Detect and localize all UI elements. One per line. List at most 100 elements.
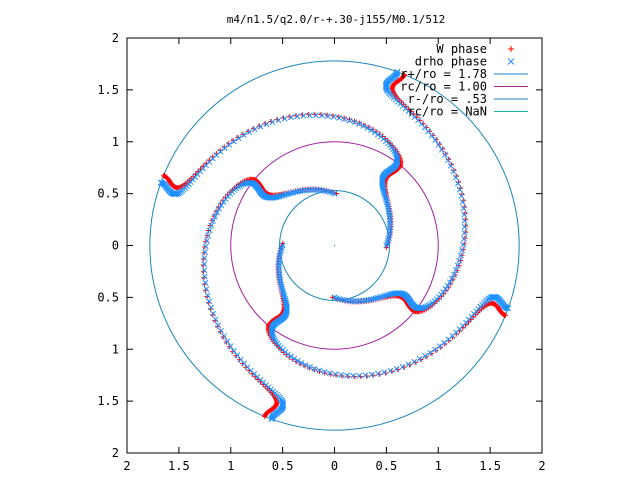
series-1-point <box>336 114 343 121</box>
series-1-point <box>368 127 375 134</box>
series-1-point <box>459 247 466 254</box>
series-1-point <box>381 189 388 196</box>
legend-swatch-series-0 <box>508 46 514 52</box>
series-1-point <box>281 115 288 122</box>
series-1-point <box>302 362 309 369</box>
series-1-point <box>275 260 282 267</box>
series-1-point <box>350 372 357 379</box>
series-1-point <box>157 179 164 186</box>
series-1-point <box>399 363 406 370</box>
series-1-point <box>311 365 318 372</box>
series-1-point <box>454 262 461 269</box>
series-1-point <box>316 367 323 374</box>
series-1-point <box>246 129 253 135</box>
series-1-point <box>288 353 294 360</box>
series-1-point <box>346 117 353 124</box>
legend-label-circle-3: rc/ro = NaN <box>408 105 487 119</box>
series-1-point <box>381 293 388 300</box>
series-1-point <box>387 221 394 228</box>
series-1-point <box>456 186 463 193</box>
series-1-point <box>203 286 210 292</box>
x-tick-label-8: 2 <box>538 459 545 473</box>
series-1-point <box>313 186 320 193</box>
series-1-point <box>461 223 468 230</box>
y-tick-label-7: 1.5 <box>97 394 119 408</box>
series-1-point <box>445 157 451 164</box>
series-1-point <box>202 279 209 286</box>
x-tick-label-5: 0.5 <box>376 459 398 473</box>
series-1-point <box>436 343 443 350</box>
series-1-point <box>211 213 218 220</box>
x-tick-label-3: 0.5 <box>272 459 294 473</box>
series-1-point <box>349 298 356 305</box>
series-1-point <box>453 267 459 274</box>
series-1-point <box>393 153 400 160</box>
series-1-point <box>392 149 399 156</box>
series-1-point <box>450 168 457 175</box>
chart-title: m4/n1.5/q2.0/r-+.30-j155/M0.1/512 <box>227 13 446 26</box>
series-1-point <box>270 333 276 340</box>
series-1-point <box>461 235 467 242</box>
series-0-point <box>160 173 167 179</box>
series-1-point <box>312 112 319 119</box>
series-1-point <box>341 116 348 123</box>
series-1-point <box>435 141 442 148</box>
x-tick-label-0: 2 <box>123 459 130 473</box>
series-1-point <box>210 217 216 224</box>
series-1-point <box>449 275 455 282</box>
series-1-point <box>283 191 290 198</box>
legend-label-circle-0: r+/ro = 1.78 <box>400 67 487 81</box>
series-1-point <box>220 199 227 205</box>
series-1-point <box>212 316 219 323</box>
series-1-point <box>446 279 453 286</box>
series-1-point <box>240 132 247 138</box>
legend-label-series-0: W phase <box>436 42 487 56</box>
series-1-point <box>438 146 445 153</box>
series-1-point <box>221 333 227 340</box>
x-tick-label-6: 1 <box>435 459 442 473</box>
series-1-point <box>456 257 463 264</box>
series-1-point <box>447 162 454 169</box>
series-1-point <box>306 364 313 370</box>
series-1-point <box>461 211 468 218</box>
series-1-point <box>441 339 448 346</box>
y-tick-label-0: 2 <box>112 31 119 45</box>
y-tick-label-2: 1 <box>112 135 119 149</box>
y-tick-label-3: 0.5 <box>97 187 119 201</box>
series-1-point <box>279 285 286 292</box>
y-tick-label-6: 1 <box>112 342 119 356</box>
series-1-point <box>218 327 224 334</box>
series-1-point <box>222 196 229 202</box>
series-1-point <box>257 123 264 130</box>
y-tick-label-5: 0.5 <box>97 290 119 304</box>
series-1-point <box>432 346 439 353</box>
x-tick-label-2: 1 <box>227 459 234 473</box>
series-1-point <box>332 371 339 378</box>
series-1-point <box>457 252 464 259</box>
series-1-point <box>294 357 301 364</box>
series-1-point <box>281 295 288 302</box>
series-1-point <box>285 351 291 358</box>
series-1-point <box>275 117 282 124</box>
x-tick-label-7: 1.5 <box>479 459 501 473</box>
y-tick-label-4: 0 <box>112 239 119 253</box>
x-tick-label-1: 1.5 <box>168 459 190 473</box>
series-1-point <box>378 133 384 140</box>
series-1-point <box>216 205 223 212</box>
series-1-point <box>202 243 209 250</box>
series-1-point <box>393 151 399 158</box>
center-dot <box>333 244 336 247</box>
series-1-point <box>375 370 381 377</box>
series-1-point <box>204 292 211 299</box>
series-1-point <box>352 298 359 305</box>
series-1-point <box>208 304 215 311</box>
series-1-point <box>221 145 228 152</box>
series-1-point <box>356 372 363 379</box>
series-1-point <box>263 121 270 128</box>
x-tick-label-4: 0 <box>331 459 338 473</box>
series-1-point <box>206 298 213 305</box>
series-1-point <box>202 249 208 256</box>
series-1-point <box>227 343 234 350</box>
